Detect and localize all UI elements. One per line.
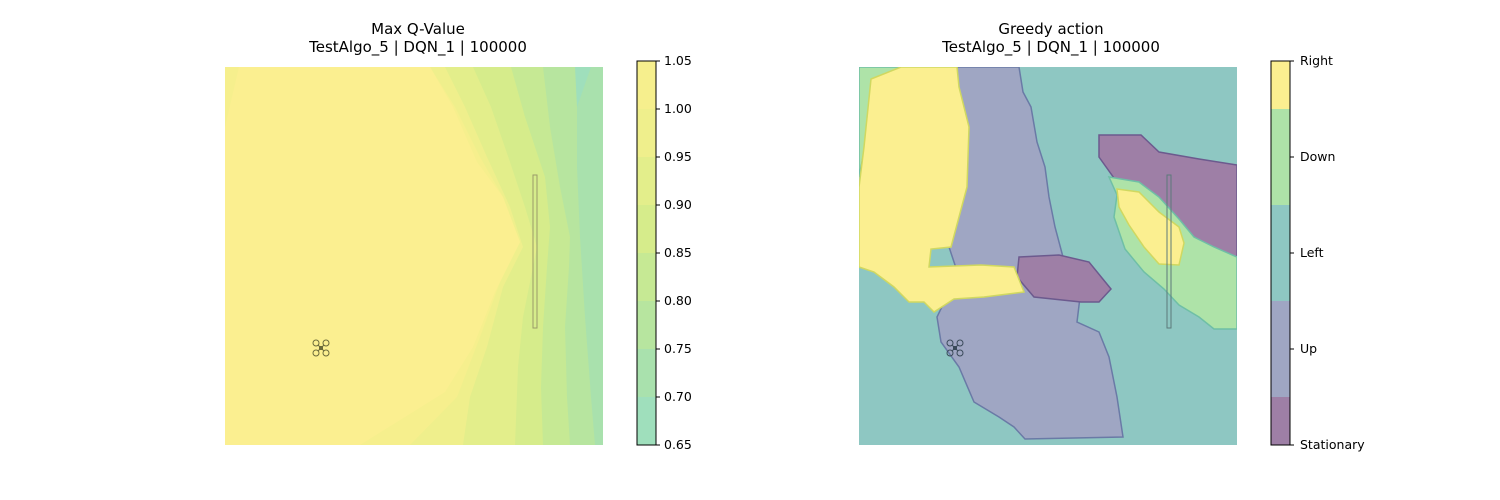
q-value-colorbar: 1.05 1.00 0.95 0.90 0.85 0.80 0.75 0.70 … bbox=[636, 53, 692, 452]
q-colorbar-segment bbox=[637, 397, 656, 445]
greedy-tick-label: Left bbox=[1300, 245, 1324, 260]
greedy-colorbar-ticks: Right Down Left Up Stationary bbox=[1290, 53, 1365, 452]
region-stationary-center bbox=[1016, 254, 1112, 303]
greedy-colorbar: Right Down Left Up Stationary bbox=[1270, 53, 1365, 452]
q-colorbar-segment bbox=[637, 301, 656, 349]
greedy-colorbar-segment-left bbox=[1271, 205, 1290, 301]
greedy-colorbar-segment-stationary bbox=[1271, 397, 1290, 445]
drone-marker bbox=[312, 339, 330, 357]
greedy-tick-label: Down bbox=[1300, 149, 1335, 164]
q-tick-label: 0.70 bbox=[664, 389, 692, 404]
greedy-plot-area bbox=[859, 67, 1237, 445]
q-value-plot-area bbox=[225, 67, 603, 445]
greedy-tick-label: Right bbox=[1300, 53, 1333, 68]
greedy-subtitle: TestAlgo_5 | DQN_1 | 100000 bbox=[941, 38, 1160, 57]
greedy-action-panel: Greedy action TestAlgo_5 | DQN_1 | 10000… bbox=[859, 20, 1365, 452]
greedy-colorbar-segment-right bbox=[1271, 61, 1290, 109]
greedy-colorbar-segment-down bbox=[1271, 109, 1290, 205]
greedy-tick-label: Up bbox=[1300, 341, 1317, 356]
q-colorbar-segment bbox=[637, 157, 656, 205]
q-value-panel: Max Q-Value TestAlgo_5 | DQN_1 | 100000 bbox=[225, 20, 692, 452]
region-right-left bbox=[859, 67, 1026, 313]
q-tick-label: 0.80 bbox=[664, 293, 692, 308]
q-colorbar-segment bbox=[637, 61, 656, 109]
q-tick-label: 0.75 bbox=[664, 341, 692, 356]
q-colorbar-segment bbox=[637, 349, 656, 397]
q-colorbar-segment bbox=[637, 205, 656, 253]
q-colorbar-segment bbox=[637, 253, 656, 301]
q-tick-label: 0.65 bbox=[664, 437, 692, 452]
drone-marker bbox=[946, 339, 964, 357]
q-tick-label: 1.00 bbox=[664, 101, 692, 116]
q-value-title: Max Q-Value bbox=[371, 20, 465, 38]
q-tick-label: 0.95 bbox=[664, 149, 692, 164]
wall-obstacle bbox=[1166, 174, 1172, 329]
greedy-title: Greedy action bbox=[998, 20, 1103, 38]
q-band-max bbox=[225, 67, 520, 445]
q-band-070-075-edge bbox=[575, 67, 603, 445]
greedy-tick-label: Stationary bbox=[1300, 437, 1365, 452]
q-colorbar-ticks: 1.05 1.00 0.95 0.90 0.85 0.80 0.75 0.70 … bbox=[656, 53, 692, 452]
q-colorbar-segment bbox=[637, 109, 656, 157]
wall-obstacle bbox=[532, 174, 538, 329]
q-tick-label: 0.85 bbox=[664, 245, 692, 260]
q-value-subtitle: TestAlgo_5 | DQN_1 | 100000 bbox=[308, 38, 527, 57]
q-tick-label: 1.05 bbox=[664, 53, 692, 68]
q-tick-label: 0.90 bbox=[664, 197, 692, 212]
greedy-colorbar-segment-up bbox=[1271, 301, 1290, 397]
